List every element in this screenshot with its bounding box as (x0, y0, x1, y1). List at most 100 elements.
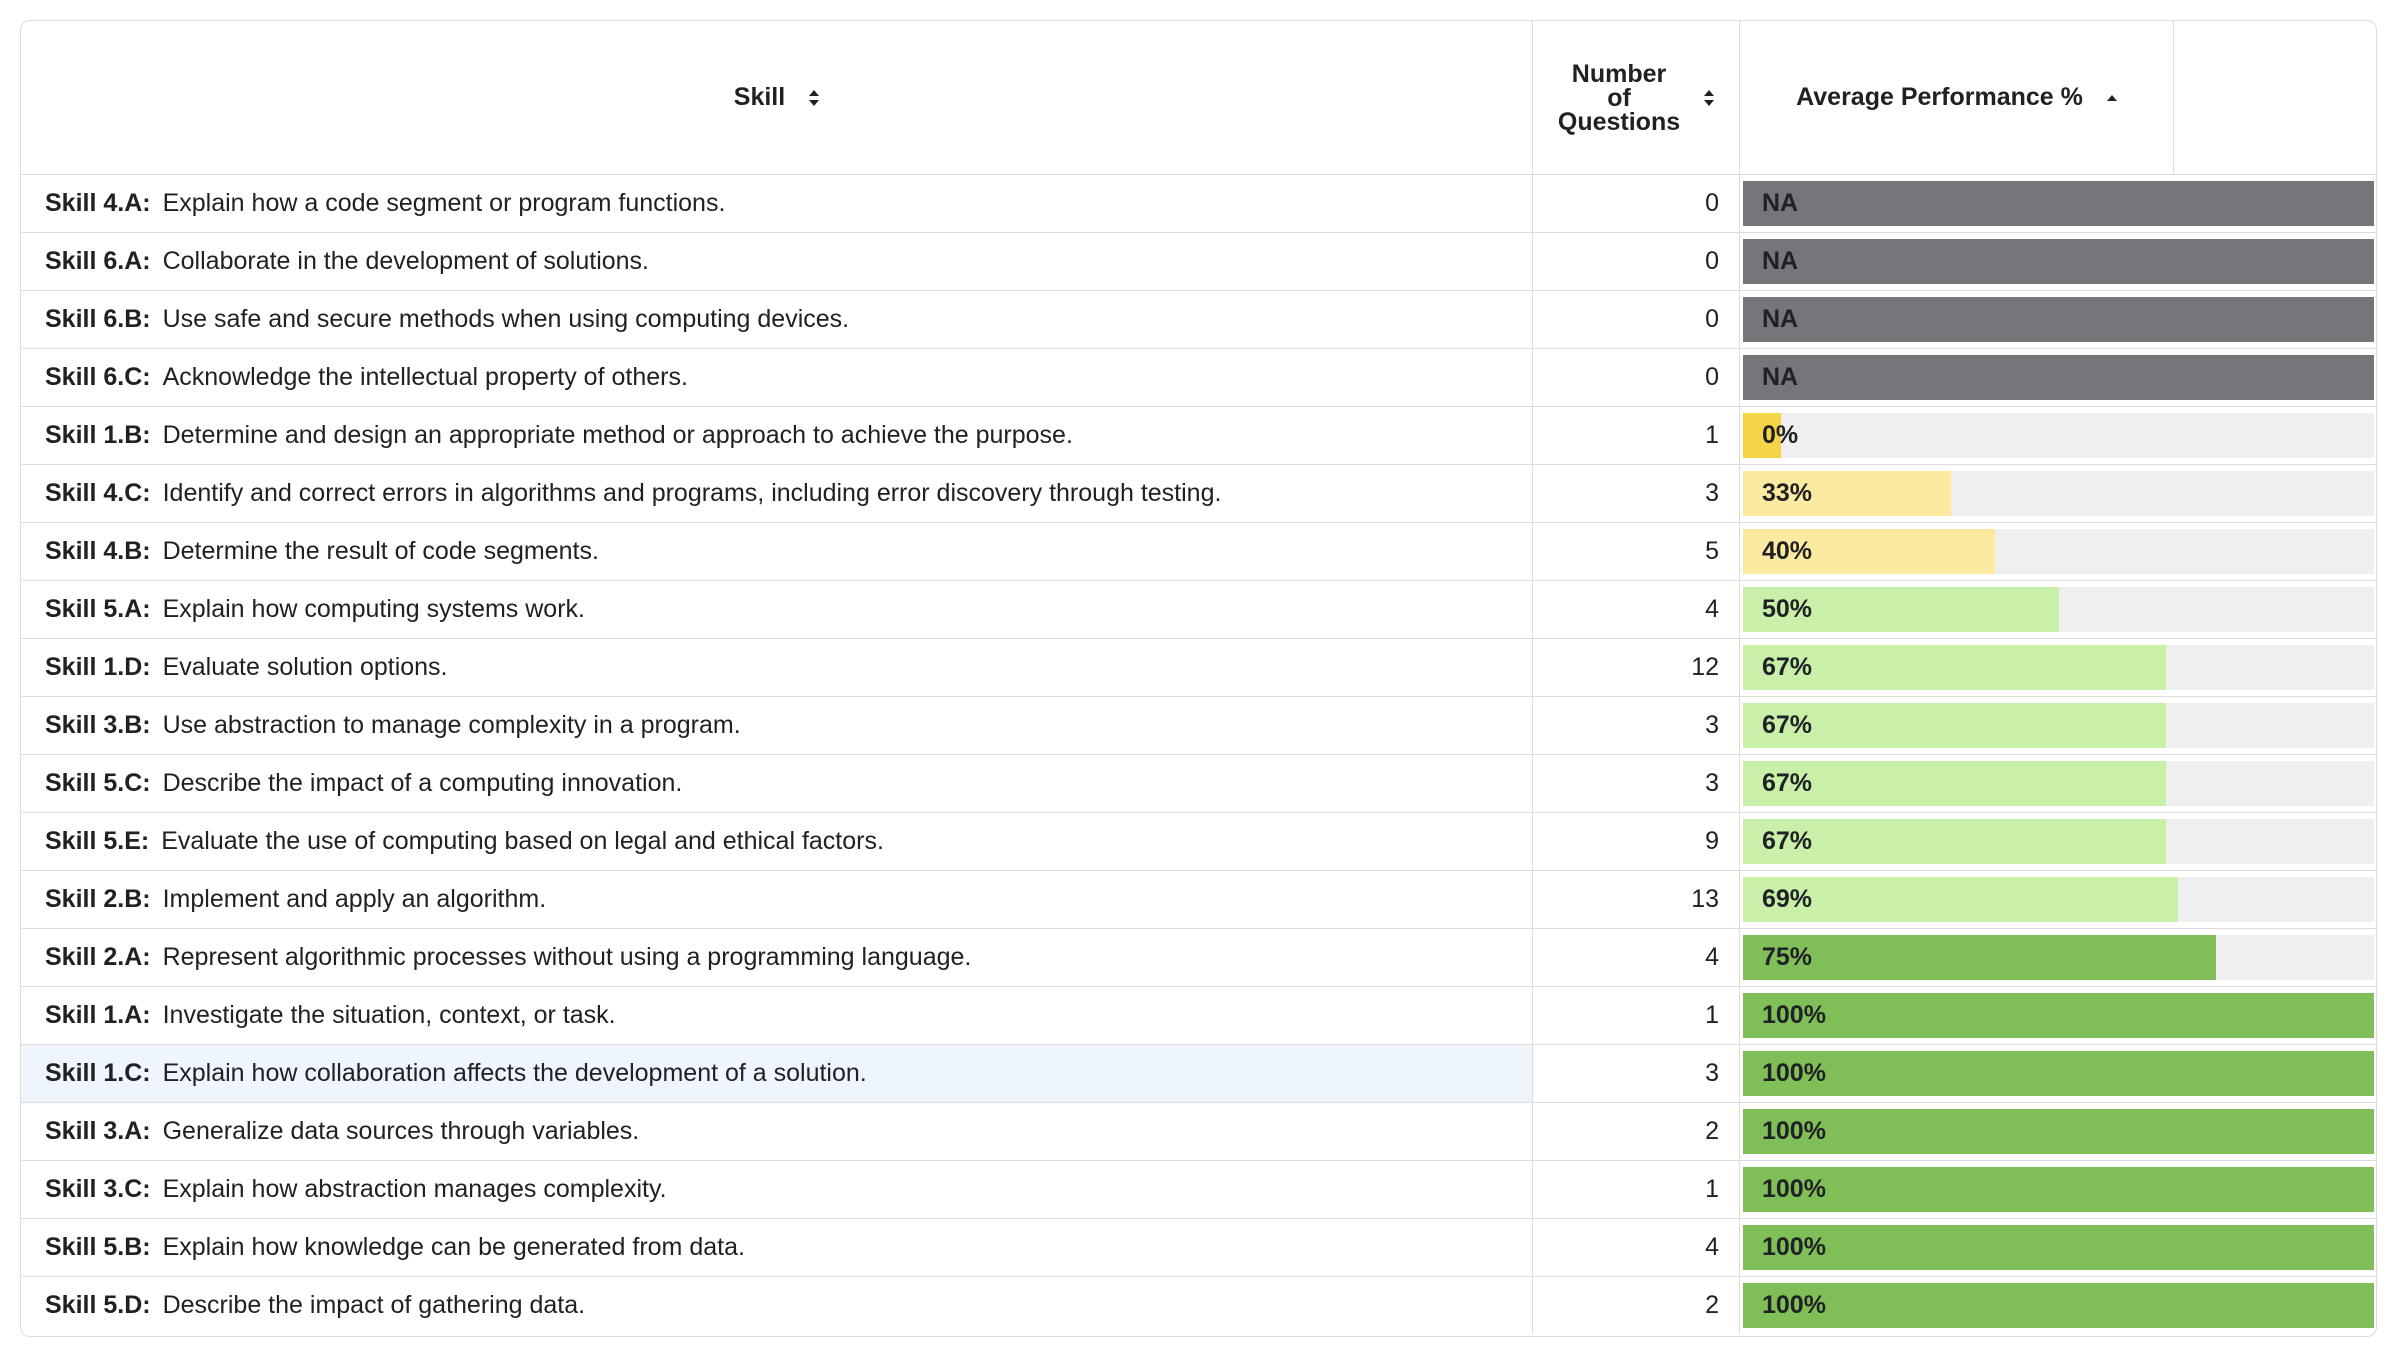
column-header-num-line3: Questions (1557, 107, 1681, 136)
performance-bar-fill (1743, 993, 2374, 1038)
table-row[interactable]: Skill 3.B: Use abstraction to manage comp… (21, 697, 2376, 755)
column-header-perf-label: Average Performance % (1796, 83, 2083, 111)
table-row[interactable]: Skill 2.B: Implement and apply an algorit… (21, 871, 2376, 929)
performance-bar-fill (1743, 935, 2217, 980)
skill-cell: Skill 6.A: Collaborate in the development… (21, 233, 1533, 290)
performance-cell: NA (1740, 291, 2376, 348)
question-count: 4 (1533, 1219, 1740, 1276)
performance-bar-track: 100% (1743, 1283, 2374, 1328)
performance-cell: 75% (1740, 929, 2376, 986)
performance-label: NA (1762, 305, 1799, 333)
skill-cell: Skill 4.B: Determine the result of code s… (21, 523, 1533, 580)
question-count: 12 (1533, 639, 1740, 696)
table-row[interactable]: Skill 1.C: Explain how collaboration affe… (21, 1045, 2376, 1103)
performance-bar-track: 50% (1743, 587, 2374, 632)
skill-description: Explain how computing systems work. (162, 595, 585, 623)
performance-label: NA (1762, 247, 1799, 275)
performance-bar-fill (1743, 703, 2166, 748)
performance-bar-fill (1743, 1283, 2374, 1328)
performance-bar-track: 100% (1743, 993, 2374, 1038)
table-row[interactable]: Skill 5.E: Evaluate the use of computing … (21, 813, 2376, 871)
skill-cell: Skill 6.C: Acknowledge the intellectual p… (21, 349, 1533, 406)
performance-cell: 100% (1740, 1161, 2376, 1218)
performance-cell: 33% (1740, 465, 2376, 522)
question-count: 1 (1533, 1161, 1740, 1218)
performance-bar-fill (1743, 529, 1996, 574)
sort-both-icon[interactable] (1704, 89, 1715, 106)
table-row[interactable]: Skill 1.B: Determine and design an approp… (21, 407, 2376, 465)
performance-bar-track: 67% (1743, 703, 2374, 748)
table-row[interactable]: Skill 3.A: Generalize data sources throug… (21, 1103, 2376, 1161)
question-count: 3 (1533, 1045, 1740, 1102)
skill-description: Determine and design an appropriate meth… (162, 421, 1073, 449)
skill-code: Skill 6.B: (45, 305, 151, 333)
performance-bar-track: 69% (1743, 877, 2374, 922)
performance-bar-fill (1743, 413, 1781, 458)
question-count: 3 (1533, 465, 1740, 522)
skill-code: Skill 1.A: (45, 1001, 151, 1029)
table-row[interactable]: Skill 2.A: Represent algorithmic processe… (21, 929, 2376, 987)
column-header-number-of-questions[interactable]: Number of Questions (1533, 21, 1740, 174)
performance-cell: NA (1740, 175, 2376, 232)
performance-cell: 67% (1740, 813, 2376, 870)
question-count: 2 (1533, 1103, 1740, 1160)
skill-cell: Skill 5.B: Explain how knowledge can be g… (21, 1219, 1533, 1276)
question-count: 0 (1533, 291, 1740, 348)
question-count: 4 (1533, 929, 1740, 986)
sort-both-icon[interactable] (809, 89, 820, 106)
column-header-skill[interactable]: Skill (21, 21, 1533, 174)
question-count: 4 (1533, 581, 1740, 638)
skill-cell: Skill 1.B: Determine and design an approp… (21, 407, 1533, 464)
performance-label: 40% (1762, 537, 1813, 565)
performance-cell: 40% (1740, 523, 2376, 580)
table-row[interactable]: Skill 5.C: Describe the impact of a compu… (21, 755, 2376, 813)
performance-bar-track: 100% (1743, 1225, 2374, 1270)
table-row[interactable]: Skill 6.C: Acknowledge the intellectual p… (21, 349, 2376, 407)
table-row[interactable]: Skill 3.C: Explain how abstraction manage… (21, 1161, 2376, 1219)
skill-description: Explain how a code segment or program fu… (162, 189, 726, 217)
column-header-skill-label: Skill (733, 83, 786, 111)
column-header-num-line2: of (1607, 83, 1631, 112)
performance-label: 100% (1762, 1175, 1826, 1203)
performance-bar-fill (1743, 645, 2166, 690)
performance-bar-track: 67% (1743, 761, 2374, 806)
table-row[interactable]: Skill 5.A: Explain how computing systems … (21, 581, 2376, 639)
table-row[interactable]: Skill 5.D: Describe the impact of gatheri… (21, 1277, 2376, 1334)
skill-description: Evaluate solution options. (162, 653, 448, 681)
sort-ascending-icon[interactable] (2106, 94, 2117, 101)
table-row[interactable]: Skill 4.C: Identify and correct errors in… (21, 465, 2376, 523)
performance-label: 100% (1762, 1291, 1826, 1319)
skill-cell: Skill 3.B: Use abstraction to manage comp… (21, 697, 1533, 754)
table-row[interactable]: Skill 6.B: Use safe and secure methods wh… (21, 291, 2376, 349)
skill-code: Skill 6.C: (45, 363, 151, 391)
skill-code: Skill 6.A: (45, 247, 151, 275)
skill-cell: Skill 3.A: Generalize data sources throug… (21, 1103, 1533, 1160)
table-row[interactable]: Skill 6.A: Collaborate in the development… (21, 233, 2376, 291)
performance-bar-fill (1743, 471, 1952, 516)
skill-cell: Skill 4.C: Identify and correct errors in… (21, 465, 1533, 522)
performance-label: 75% (1762, 943, 1813, 971)
skill-cell: Skill 5.E: Evaluate the use of computing … (21, 813, 1533, 870)
question-count: 3 (1533, 755, 1740, 812)
performance-label: 0% (1762, 421, 1799, 449)
table-row[interactable]: Skill 1.A: Investigate the situation, con… (21, 987, 2376, 1045)
performance-label: NA (1762, 363, 1799, 391)
table-row[interactable]: Skill 4.B: Determine the result of code s… (21, 523, 2376, 581)
performance-bar-fill (1743, 1109, 2374, 1154)
performance-label: 100% (1762, 1117, 1826, 1145)
skill-cell: Skill 2.A: Represent algorithmic processe… (21, 929, 1533, 986)
table-row[interactable]: Skill 1.D: Evaluate solution options. 12 67… (21, 639, 2376, 697)
skill-description: Represent algorithmic processes without … (162, 943, 972, 971)
performance-bar-fill (1743, 819, 2166, 864)
performance-label: 67% (1762, 769, 1813, 797)
skill-description: Collaborate in the development of soluti… (162, 247, 650, 275)
performance-bar-track: NA (1743, 355, 2374, 400)
skill-description: Use abstraction to manage complexity in … (162, 711, 741, 739)
performance-cell: 0% (1740, 407, 2376, 464)
skill-description: Explain how collaboration affects the de… (162, 1059, 867, 1087)
column-header-average-performance[interactable]: Average Performance % (1740, 21, 2174, 174)
table-row[interactable]: Skill 5.B: Explain how knowledge can be g… (21, 1219, 2376, 1277)
performance-bar-track: 100% (1743, 1167, 2374, 1212)
table-row[interactable]: Skill 4.A: Explain how a code segment or … (21, 175, 2376, 233)
skill-description: Acknowledge the intellectual property of… (162, 363, 688, 391)
